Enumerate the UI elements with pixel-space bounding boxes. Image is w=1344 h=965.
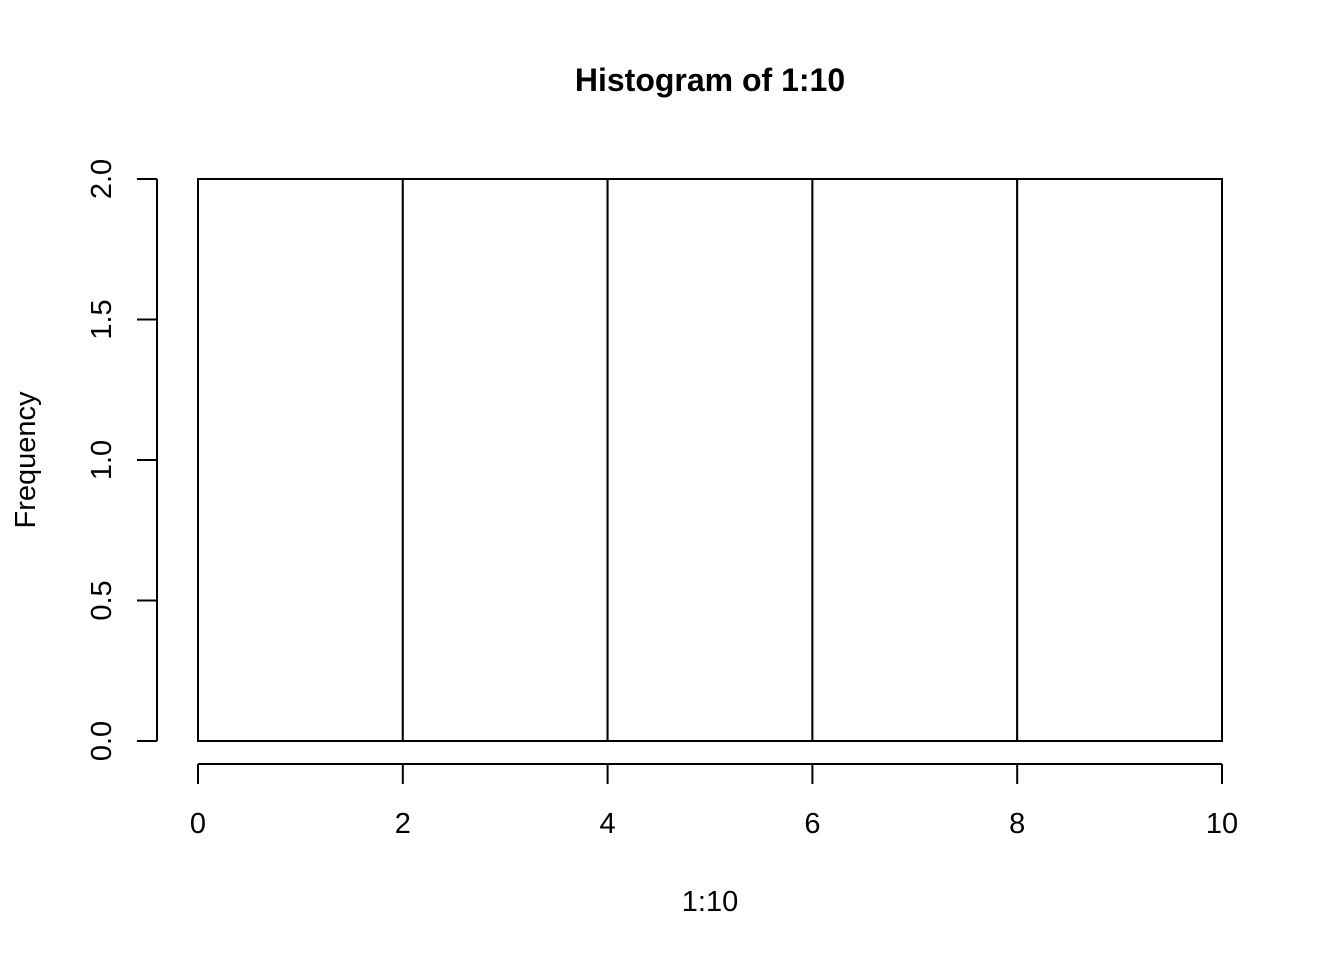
bars-layer bbox=[197, 178, 1224, 742]
y-tick-label: 1.0 bbox=[86, 440, 118, 480]
x-axis-label: 1:10 bbox=[682, 886, 738, 918]
y-tick-label: 0.5 bbox=[86, 580, 118, 620]
x-tick-label: 8 bbox=[1009, 808, 1025, 840]
x-axis: 0 2 4 6 8 10 bbox=[190, 763, 1238, 840]
x-tick-label: 10 bbox=[1206, 808, 1238, 840]
y-axis: 0.0 0.5 1.0 1.5 2.0 bbox=[86, 159, 158, 761]
y-tick-label: 1.5 bbox=[86, 299, 118, 339]
histogram-bar-4 bbox=[811, 178, 1019, 742]
x-tick-label: 2 bbox=[395, 808, 411, 840]
x-tick-label: 0 bbox=[190, 808, 206, 840]
x-tick-label: 6 bbox=[804, 808, 820, 840]
chart-title: Histogram of 1:10 bbox=[575, 62, 845, 98]
histogram-bar-3 bbox=[606, 178, 814, 742]
histogram-bar-1 bbox=[197, 178, 404, 742]
y-axis-label: Frequency bbox=[10, 391, 42, 529]
histogram-bar-5 bbox=[1016, 178, 1224, 742]
y-tick-label: 2.0 bbox=[86, 159, 118, 199]
histogram-bar-2 bbox=[401, 178, 609, 742]
y-tick-label: 0.0 bbox=[86, 721, 118, 761]
x-tick-label: 4 bbox=[600, 808, 616, 840]
